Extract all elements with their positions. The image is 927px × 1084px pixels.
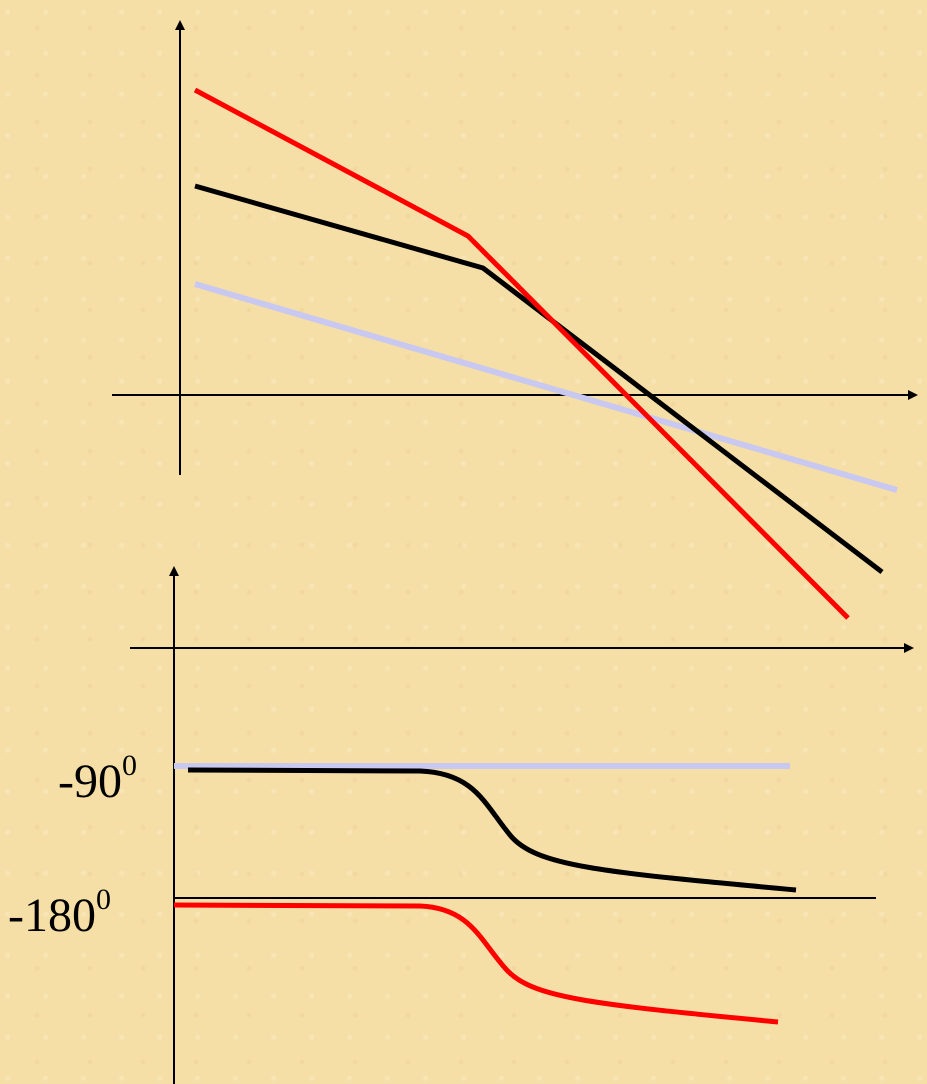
label-minus90: -900 xyxy=(58,749,137,808)
phase-red-curve xyxy=(173,902,779,1025)
magnitude-lavender-line xyxy=(194,281,898,493)
magnitude-plot xyxy=(112,20,918,620)
magnitude-red-line xyxy=(193,87,850,620)
phase-plot: -900 -1800 xyxy=(8,566,914,1084)
magnitude-black-line xyxy=(194,183,884,574)
phase-black-curve xyxy=(187,767,797,893)
label-minus180: -1800 xyxy=(8,883,111,942)
